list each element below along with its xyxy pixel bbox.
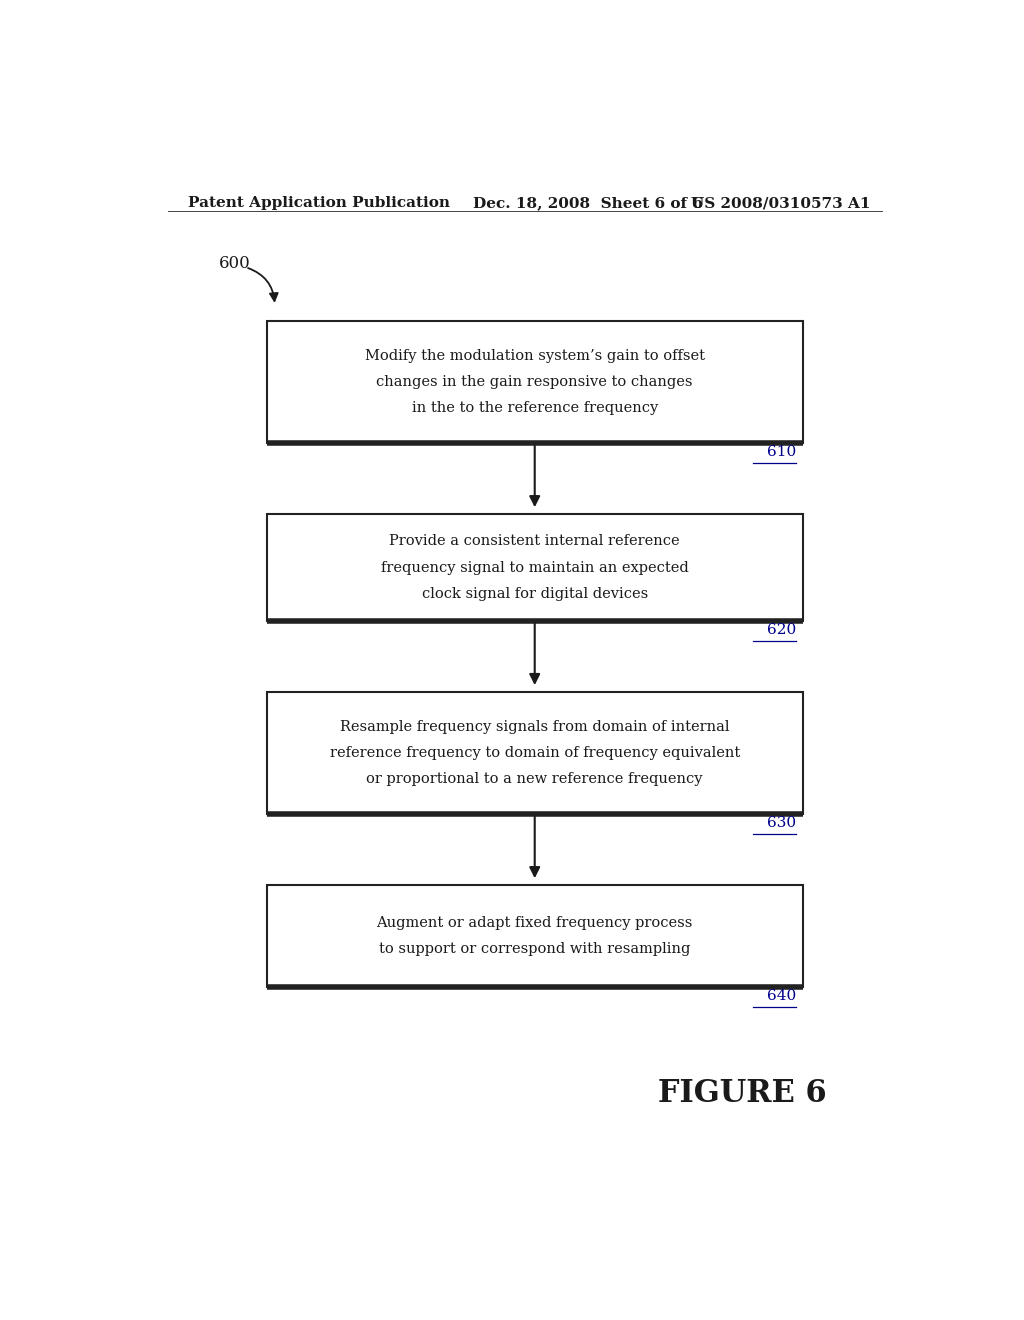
Text: reference frequency to domain of frequency equivalent: reference frequency to domain of frequen… bbox=[330, 746, 740, 760]
Text: Dec. 18, 2008  Sheet 6 of 6: Dec. 18, 2008 Sheet 6 of 6 bbox=[473, 195, 703, 210]
Text: 610: 610 bbox=[767, 445, 797, 459]
Bar bbox=[267, 321, 803, 444]
Bar bbox=[267, 886, 803, 987]
Text: Patent Application Publication: Patent Application Publication bbox=[187, 195, 450, 210]
Text: Augment or adapt fixed frequency process: Augment or adapt fixed frequency process bbox=[377, 916, 693, 929]
Text: in the to the reference frequency: in the to the reference frequency bbox=[412, 401, 657, 416]
Text: or proportional to a new reference frequency: or proportional to a new reference frequ… bbox=[367, 772, 702, 787]
Bar bbox=[267, 692, 803, 814]
Text: changes in the gain responsive to changes: changes in the gain responsive to change… bbox=[377, 375, 693, 389]
Text: Resample frequency signals from domain of internal: Resample frequency signals from domain o… bbox=[340, 719, 729, 734]
Text: US 2008/0310573 A1: US 2008/0310573 A1 bbox=[690, 195, 870, 210]
Text: frequency signal to maintain an expected: frequency signal to maintain an expected bbox=[381, 561, 688, 574]
FancyArrowPatch shape bbox=[248, 268, 278, 301]
Text: Provide a consistent internal reference: Provide a consistent internal reference bbox=[389, 535, 680, 548]
Text: 600: 600 bbox=[219, 255, 251, 272]
Text: 630: 630 bbox=[767, 816, 797, 830]
Text: FIGURE 6: FIGURE 6 bbox=[657, 1077, 826, 1109]
Text: to support or correspond with resampling: to support or correspond with resampling bbox=[379, 942, 690, 956]
Text: clock signal for digital devices: clock signal for digital devices bbox=[422, 587, 648, 601]
Text: 620: 620 bbox=[767, 623, 797, 636]
Bar bbox=[267, 515, 803, 620]
Text: Modify the modulation system’s gain to offset: Modify the modulation system’s gain to o… bbox=[365, 348, 705, 363]
Text: 640: 640 bbox=[767, 989, 797, 1003]
